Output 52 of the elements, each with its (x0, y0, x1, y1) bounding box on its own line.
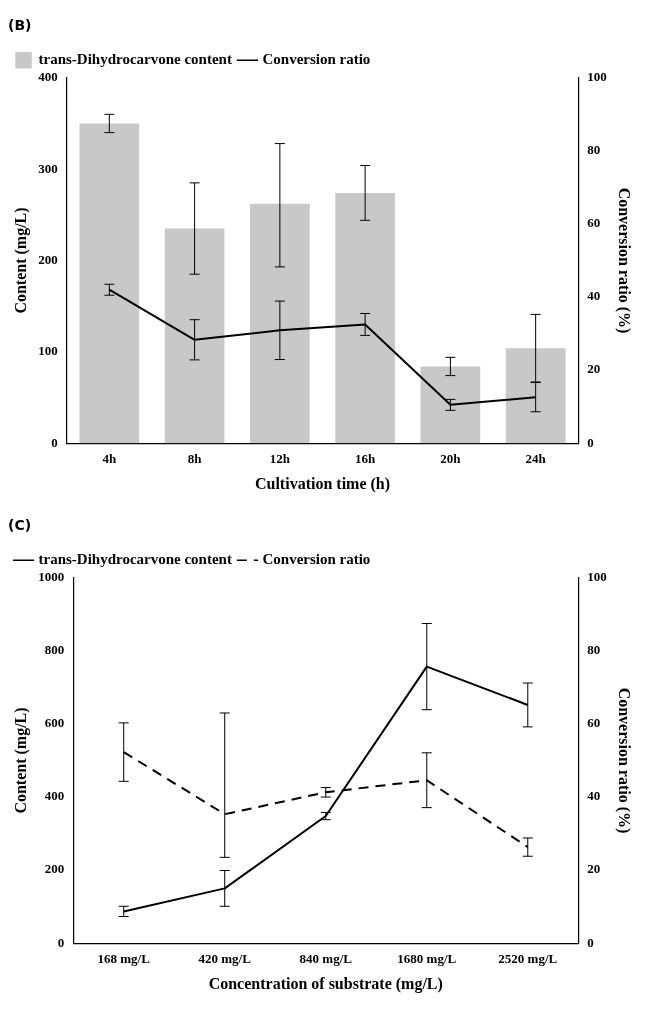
x-tick-label: 24h (525, 451, 547, 467)
y2-tick-label: 40 (587, 788, 601, 804)
x-tick-label: 2520 mg/L (498, 951, 558, 967)
y2-axis-title: Conversion ratio (%) (615, 687, 634, 834)
bar (164, 228, 225, 444)
y-tick-label: 100 (38, 343, 58, 359)
y2-tick-label: 0 (587, 434, 594, 450)
y2-tick-label: 100 (587, 569, 607, 585)
y-tick-label: 400 (38, 69, 58, 85)
x-tick-label: 168 mg/L (97, 951, 151, 967)
bar (420, 366, 481, 444)
x-axis-title: Cultivation time (h) (254, 474, 391, 493)
y-tick-label: 200 (44, 861, 65, 877)
y-tick-label: 300 (38, 160, 58, 176)
legend-label: Conversion ratio (262, 551, 371, 568)
y-axis-title: Content (mg/L) (11, 707, 30, 814)
y2-tick-label: 80 (587, 142, 601, 158)
x-tick-label: 420 mg/L (198, 951, 252, 967)
x-tick-label: 4h (102, 451, 117, 467)
y2-tick-label: 20 (587, 861, 601, 877)
y2-tick-label: 60 (587, 215, 601, 231)
y2-tick-label: 80 (587, 642, 601, 658)
y2-axis-title: Conversion ratio (%) (615, 187, 634, 334)
x-tick-label: 1680 mg/L (397, 951, 457, 967)
x-tick-label: 20h (440, 451, 462, 467)
y-tick-label: 800 (44, 642, 65, 658)
y-tick-label: 400 (44, 788, 65, 804)
x-tick-label: 12h (269, 451, 291, 467)
bar (250, 203, 310, 444)
x-axis-title: Concentration of substrate (mg/L) (208, 974, 443, 993)
y-tick-label: 0 (57, 934, 65, 950)
chart-title: (B) (8, 17, 32, 34)
x-tick-label: 840 mg/L (299, 951, 353, 967)
y-axis-title: Content (mg/L) (11, 207, 30, 314)
x-tick-label: 16h (355, 451, 377, 467)
y2-tick-label: 40 (587, 288, 601, 304)
y-tick-label: 1000 (38, 569, 65, 585)
x-tick-label: 8h (187, 451, 203, 467)
y2-tick-label: 20 (587, 361, 601, 377)
y2-tick-label: 60 (587, 715, 601, 731)
bar (505, 348, 566, 444)
legend-label: trans-Dihydrocarvone content (38, 551, 232, 568)
y-tick-label: 600 (44, 715, 65, 731)
y2-tick-label: 100 (587, 69, 607, 85)
bar (79, 123, 140, 444)
legend-label: Conversion ratio (262, 51, 371, 68)
y-tick-label: 0 (51, 434, 58, 450)
chart-title: (C) (8, 517, 32, 534)
legend-label: trans-Dihydrocarvone content (38, 51, 232, 68)
bar (335, 192, 395, 444)
y2-tick-label: 0 (587, 934, 594, 950)
y-tick-label: 200 (38, 251, 58, 267)
